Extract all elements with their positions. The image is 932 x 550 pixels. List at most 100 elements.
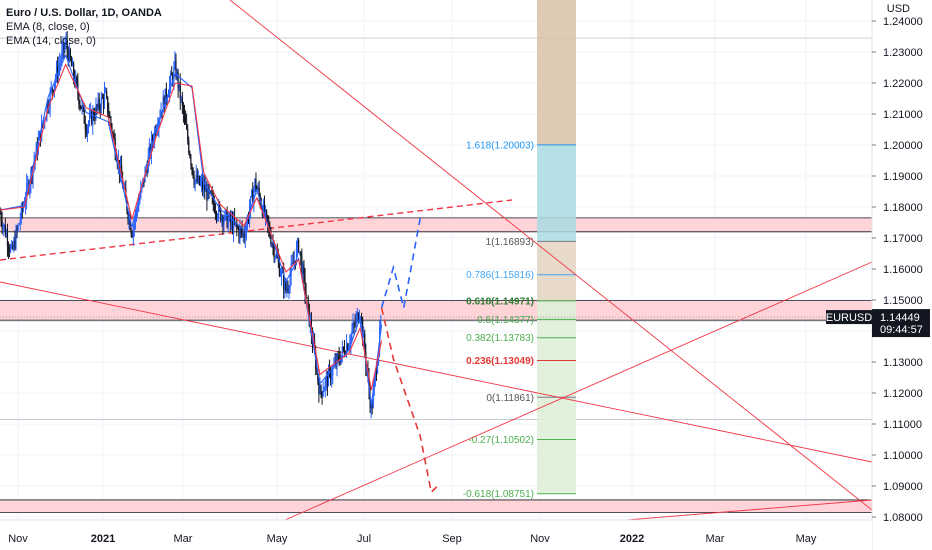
candle-body [298,240,300,252]
legend-title[interactable]: Euro / U.S. Dollar, 1D, OANDA [6,7,162,19]
candle-body [285,280,287,291]
legend-ema-fast[interactable]: EMA (8, close, 0) [6,21,90,33]
candle-body [3,225,5,226]
price-tick-label: 1.20000 [883,140,923,152]
candle-body [195,175,197,180]
time-axis[interactable]: Nov 2021 Mar May Jul Sep Nov 2022 Mar May [0,519,872,550]
candle-body [192,167,194,177]
candle-body [48,107,50,110]
candle-body [90,111,92,115]
candle-body [29,183,31,191]
candle-body [93,111,95,118]
candle-body [235,223,237,224]
candle-body [175,60,177,77]
candle-body [5,233,7,236]
candle-body [49,90,51,108]
candle-body [277,257,279,262]
candle-body [0,213,2,222]
candle-body [60,60,62,64]
candle-body [250,196,252,210]
candle-body [61,50,63,61]
candle-body [106,91,108,97]
candle-body [100,97,102,110]
candle-body [305,293,307,298]
time-axis-bg [0,520,872,550]
candle-body [135,212,138,214]
candle-body [275,253,277,257]
candle-body [306,297,308,299]
candle-body [180,97,182,100]
price-tick-label: 1.10000 [883,450,923,462]
candle-body [98,98,100,108]
candle-body [194,179,196,185]
candle-body [37,139,39,153]
candle-body [56,66,59,77]
candle-body [336,355,338,367]
candle-body [17,224,19,231]
candle-body [187,128,189,141]
candle-body [244,236,246,238]
candle-body [286,288,288,291]
candle-body [54,77,57,84]
candle-body [131,234,133,238]
candle-body [208,186,210,192]
candle-body [79,104,81,106]
price-tick-label: 1.19000 [883,171,923,183]
candle-body [128,216,130,220]
candle-body [134,213,137,222]
candle-body [2,225,4,228]
candle-body [363,333,365,338]
candle-body [237,227,239,229]
fib-level-label: 0.382(1.13783) [466,333,534,344]
candle-body [224,211,226,220]
grid [0,0,872,520]
candle-body [86,126,89,134]
legend-ema-slow[interactable]: EMA (14, close, 0) [6,35,96,47]
candle-body [325,376,327,381]
candle-body [21,206,23,210]
candle-body [239,227,241,237]
candle-body [163,97,165,109]
candle-body [316,369,318,371]
candle-body [296,240,299,248]
candle-body [350,335,352,344]
candle-body [258,187,260,196]
candle-body [342,347,345,350]
candle-body [162,97,164,113]
candle-body [236,223,238,228]
candle-body [209,191,211,192]
candle-body [247,217,250,220]
candle-body [212,195,214,204]
candle-body [190,156,192,165]
candle-body [360,318,363,319]
candle-body [80,105,82,109]
candle-body [40,123,43,141]
dashed-support-line [0,199,513,261]
trendline [229,0,873,511]
candle-body [268,223,270,227]
candle-body [111,125,113,134]
candle-body [26,183,28,201]
candle-body [370,405,372,409]
candle-body [51,87,53,91]
candle-body [87,122,90,127]
fib-level-label: -0.618(1.08751) [463,489,534,500]
price-tick-label: 1.13000 [883,357,923,369]
candle-body [78,94,80,105]
candle-body [94,117,96,119]
fib-level-label: 0.236(1.13049) [466,356,534,367]
candle-body [200,181,203,183]
candle-body [102,97,105,105]
candle-body [343,349,346,355]
candle-body [138,202,140,211]
candle-body [225,210,227,212]
candle-body [348,346,350,350]
fib-level-label: 0.5(1.14377) [477,315,534,326]
candle-body [171,73,173,76]
candle-body [14,240,16,248]
price-tick-label: 1.15000 [883,295,923,307]
candle-body [222,216,224,225]
